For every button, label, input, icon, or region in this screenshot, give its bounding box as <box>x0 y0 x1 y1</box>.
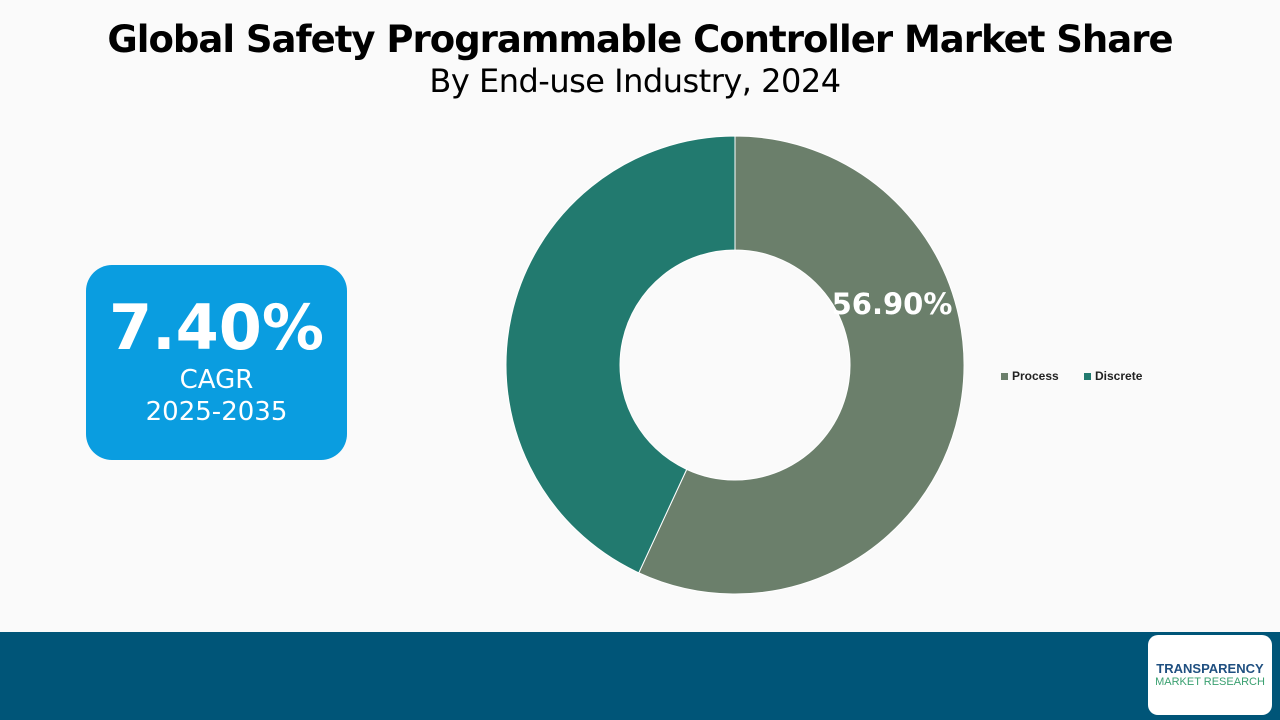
cagr-box: 7.40% CAGR 2025-2035 <box>86 265 347 460</box>
chart-title: Global Safety Programmable Controller Ma… <box>107 18 1173 61</box>
slice-discrete <box>505 135 736 574</box>
cagr-label: CAGR <box>179 365 254 395</box>
logo-line1: TRANSPARENCY <box>1156 661 1264 676</box>
slice-process <box>638 135 965 595</box>
footer-bar <box>0 632 1280 720</box>
company-logo: TRANSPARENCY MARKET RESEARCH <box>1148 635 1272 715</box>
legend-label-discrete: Discrete <box>1095 369 1143 383</box>
data-label-process: 56.90% <box>832 287 953 321</box>
logo-line2: MARKET RESEARCH <box>1155 676 1265 688</box>
legend-label-process: Process <box>1012 369 1059 383</box>
legend-item-discrete: Discrete <box>1084 369 1142 383</box>
chart-subtitle: By End-use Industry, 2024 <box>429 62 841 100</box>
legend-swatch-process <box>1001 373 1008 380</box>
legend-item-process: Process <box>1001 369 1059 383</box>
legend-swatch-discrete <box>1084 373 1091 380</box>
cagr-value: 7.40% <box>108 291 325 364</box>
cagr-period: 2025-2035 <box>145 397 288 427</box>
